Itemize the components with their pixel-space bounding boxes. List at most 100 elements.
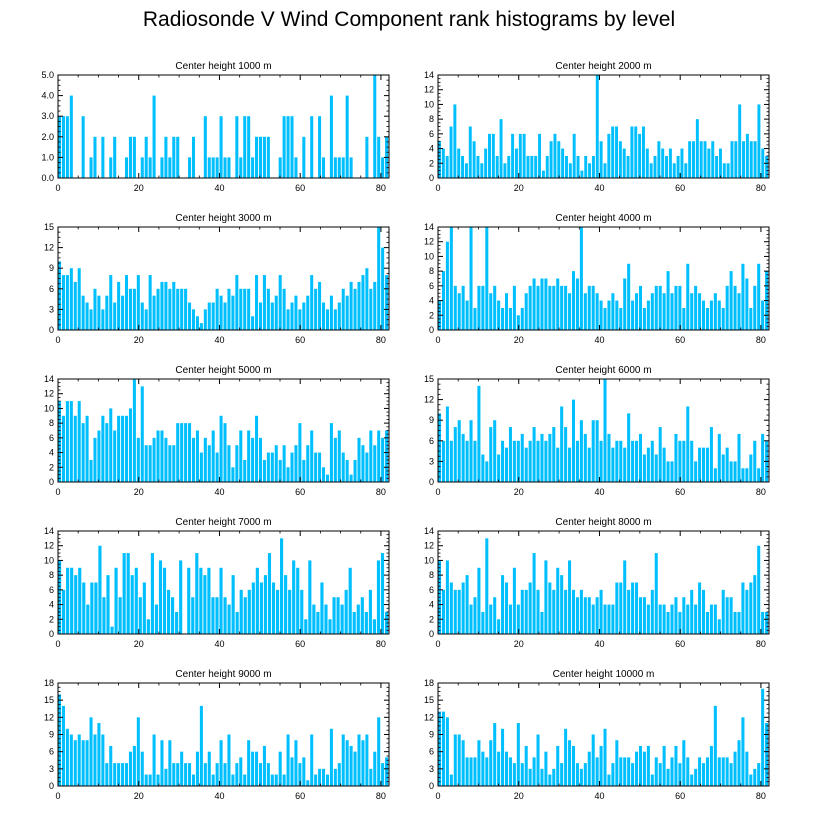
histogram-bar bbox=[109, 275, 113, 330]
histogram-bar bbox=[473, 757, 477, 786]
histogram-bar bbox=[223, 423, 227, 482]
histogram-bar bbox=[298, 423, 302, 482]
histogram-bar bbox=[101, 415, 105, 482]
histogram-bar bbox=[69, 268, 73, 330]
histogram-bar bbox=[333, 768, 337, 786]
histogram-bar bbox=[381, 763, 385, 786]
histogram-bar bbox=[713, 468, 717, 482]
y-tick-label: 18 bbox=[424, 678, 434, 688]
histogram-bar bbox=[117, 763, 121, 786]
histogram-bar bbox=[514, 148, 518, 178]
histogram-bar bbox=[631, 582, 635, 634]
histogram-bar bbox=[138, 597, 142, 634]
histogram-bar bbox=[690, 774, 694, 786]
histogram-bar bbox=[262, 275, 266, 330]
histogram-bar bbox=[579, 420, 583, 482]
histogram-bar bbox=[365, 136, 369, 178]
histogram-bar bbox=[552, 427, 556, 482]
x-tick-label: 40 bbox=[594, 335, 604, 345]
y-tick-label: 14 bbox=[424, 526, 434, 536]
histogram-bar bbox=[493, 420, 497, 482]
histogram-bar bbox=[266, 136, 270, 178]
histogram-bar bbox=[591, 285, 595, 330]
histogram-bar bbox=[729, 461, 733, 482]
histogram-bar bbox=[441, 271, 445, 330]
histogram-bar bbox=[485, 227, 489, 330]
histogram-bar bbox=[477, 385, 481, 482]
x-tick-label: 80 bbox=[376, 791, 386, 801]
histogram-bar bbox=[595, 420, 599, 482]
histogram-bar bbox=[73, 740, 77, 786]
y-tick-label: 0 bbox=[429, 325, 434, 335]
histogram-bar bbox=[168, 157, 172, 178]
histogram-bar bbox=[497, 619, 501, 634]
x-tick-label: 60 bbox=[295, 639, 305, 649]
histogram-bar bbox=[729, 597, 733, 634]
histogram-bar bbox=[662, 604, 666, 634]
histogram-bar bbox=[457, 293, 461, 330]
histogram-bar bbox=[737, 611, 741, 634]
histogram-bar bbox=[227, 604, 231, 634]
histogram-bar bbox=[698, 757, 702, 786]
y-tick-label: 6 bbox=[429, 585, 434, 595]
y-tick-label: 6 bbox=[49, 747, 54, 757]
histogram-bar bbox=[575, 440, 579, 482]
histogram-panel: Center height 9000 m 0 3 6 9 12 15 18 0 20 40 60 80 bbox=[44, 669, 390, 801]
histogram-bar bbox=[493, 723, 497, 786]
histogram-bar bbox=[670, 461, 674, 482]
histogram-bar bbox=[717, 433, 721, 482]
histogram-bar bbox=[255, 136, 259, 178]
histogram-bar bbox=[118, 597, 122, 634]
histogram-bar bbox=[302, 302, 306, 330]
histogram-bar bbox=[310, 430, 314, 482]
histogram-bar bbox=[468, 126, 472, 178]
histogram-bar bbox=[721, 589, 725, 634]
histogram-bar bbox=[219, 415, 223, 482]
histogram-bar bbox=[564, 589, 568, 634]
histogram-bar bbox=[623, 278, 627, 330]
histogram-bar bbox=[623, 560, 627, 634]
histogram-bar bbox=[191, 597, 195, 634]
histogram-bar bbox=[385, 757, 389, 786]
histogram-bar bbox=[699, 141, 703, 178]
histogram-bar bbox=[565, 155, 568, 178]
y-tick-label: 2 bbox=[49, 614, 54, 624]
histogram-bar bbox=[635, 440, 639, 482]
histogram-bar bbox=[128, 288, 132, 330]
panel-title: Center height 10000 m bbox=[553, 669, 655, 680]
histogram-bar bbox=[717, 300, 721, 330]
histogram-bar bbox=[650, 293, 654, 330]
histogram-bar bbox=[377, 717, 381, 786]
histogram-bar bbox=[587, 751, 591, 786]
histogram-bar bbox=[595, 293, 599, 330]
histogram-bar bbox=[166, 589, 171, 634]
histogram-bar bbox=[634, 126, 638, 178]
histogram-bar bbox=[686, 604, 690, 634]
histogram-bar bbox=[349, 281, 353, 330]
histogram-bar bbox=[654, 285, 658, 330]
histogram-bar bbox=[121, 415, 125, 482]
histogram-bar bbox=[705, 307, 709, 330]
histogram-bar bbox=[544, 440, 548, 482]
histogram-bar bbox=[560, 285, 564, 330]
x-tick-label: 80 bbox=[756, 639, 766, 649]
histogram-bar bbox=[322, 157, 326, 178]
histogram-bar bbox=[556, 278, 560, 330]
histogram-bar bbox=[191, 136, 196, 178]
histogram-bar bbox=[595, 75, 599, 178]
histogram-bar bbox=[449, 582, 453, 634]
histogram-bar bbox=[698, 582, 702, 634]
histogram-bar bbox=[176, 136, 180, 178]
histogram-bar bbox=[160, 740, 164, 786]
histogram-bar bbox=[715, 155, 719, 178]
histogram-bar bbox=[101, 309, 105, 330]
histogram-bar bbox=[516, 723, 520, 786]
histogram-bar bbox=[753, 575, 757, 634]
histogram-bar bbox=[441, 711, 445, 786]
histogram-bar bbox=[707, 148, 711, 178]
histogram-bar bbox=[109, 157, 113, 178]
histogram-bar bbox=[536, 440, 540, 482]
histogram-bar bbox=[195, 316, 199, 330]
histogram-bar bbox=[274, 445, 278, 482]
histogram-bar bbox=[540, 768, 544, 786]
